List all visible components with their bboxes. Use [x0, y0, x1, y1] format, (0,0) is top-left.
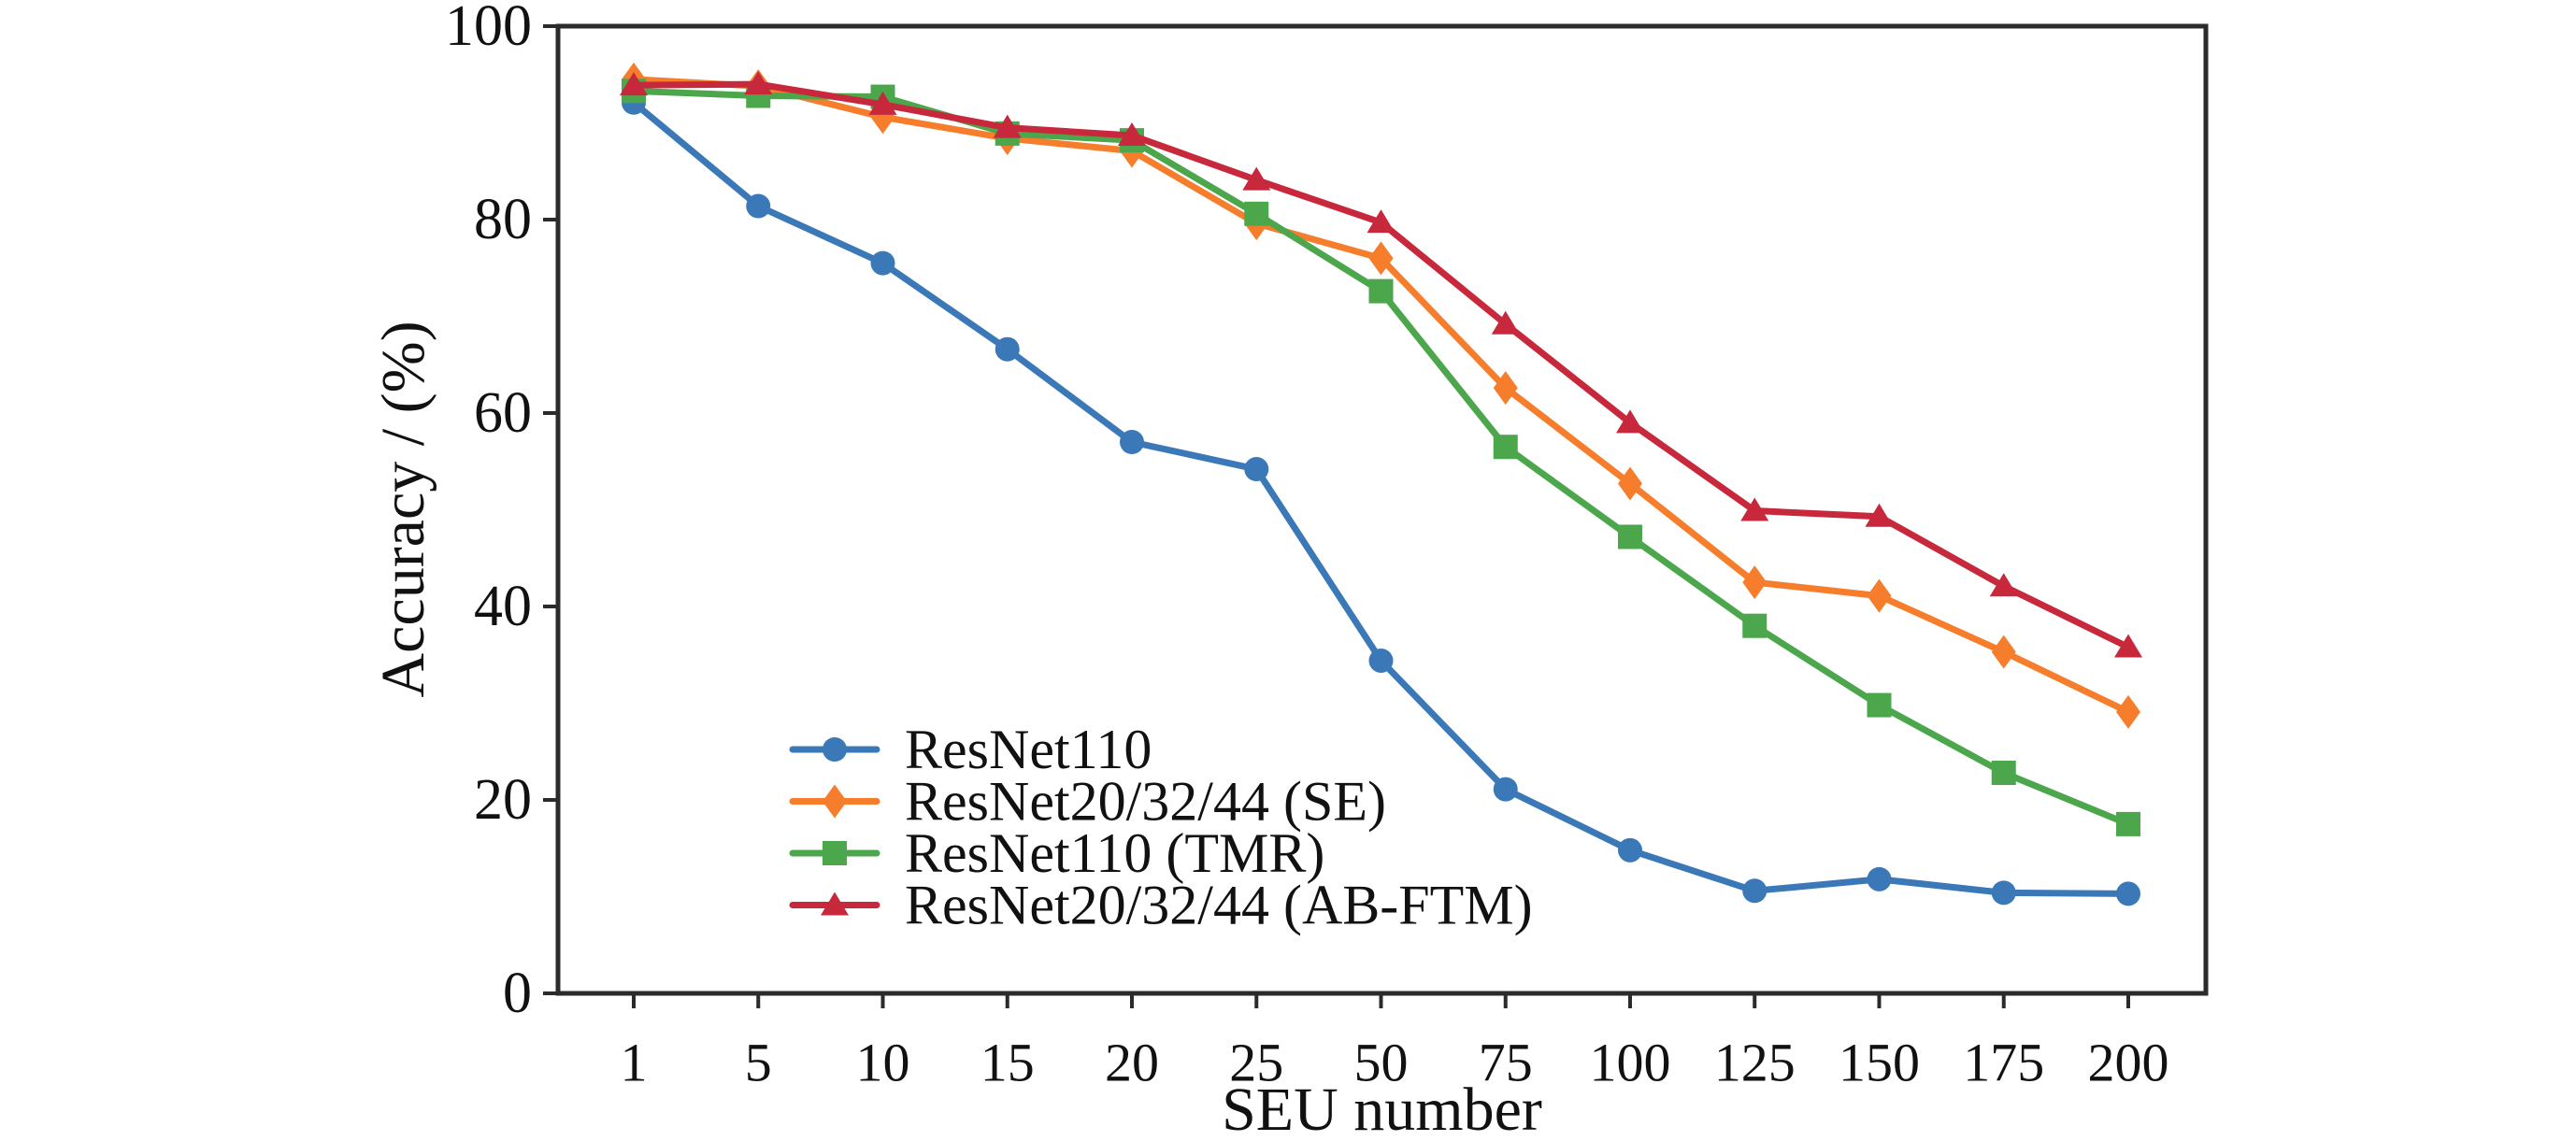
data-point-marker — [823, 841, 847, 865]
data-point-marker — [2116, 811, 2140, 836]
data-point-marker — [1368, 648, 1394, 673]
data-point-marker — [1244, 201, 1269, 226]
y-tick-label: 100 — [445, 0, 532, 58]
data-point-marker — [1867, 692, 1892, 718]
data-point-marker — [1867, 578, 1892, 613]
x-tick-label: 200 — [2088, 1033, 2169, 1093]
x-tick-label: 125 — [1714, 1033, 1796, 1093]
x-tick-label: 10 — [856, 1033, 910, 1093]
plot-frame — [555, 23, 2209, 996]
x-tick-label: 100 — [1590, 1033, 1671, 1093]
data-point-marker — [1989, 573, 2018, 597]
data-point-marker — [1244, 457, 1269, 482]
x-tick-label: 15 — [980, 1033, 1035, 1093]
x-axis: 1 5 10 15 20 25 50 75 100 125 150 175 200 — [621, 993, 2169, 1093]
series-resnet20-32-44-ab-ftm — [620, 71, 2142, 658]
data-point-marker — [1991, 761, 2016, 786]
data-point-marker — [1616, 409, 1644, 434]
data-point-marker — [2116, 694, 2140, 729]
series-resnet110 — [622, 90, 2140, 906]
x-tick-label: 5 — [745, 1033, 772, 1093]
x-tick-label: 175 — [1963, 1033, 2044, 1093]
legend-item-resnet110: ResNet110 — [789, 719, 1152, 780]
y-axis: 0 20 40 60 80 100 — [445, 0, 558, 1025]
y-tick-label: 0 — [503, 962, 532, 1025]
data-point-marker — [2114, 634, 2142, 658]
data-point-marker — [620, 72, 648, 96]
data-point-marker — [1118, 121, 1146, 146]
data-point-marker — [1867, 866, 1892, 891]
y-tick-label: 20 — [474, 768, 532, 832]
data-point-marker — [1493, 435, 1518, 460]
data-point-marker — [995, 336, 1020, 362]
data-point-marker — [1991, 635, 2016, 669]
data-point-marker — [1865, 503, 1894, 527]
data-point-marker — [1742, 613, 1767, 638]
data-point-marker — [1367, 209, 1395, 234]
y-tick-label: 80 — [474, 188, 532, 251]
data-point-marker — [1493, 371, 1518, 406]
legend-label: ResNet20/32/44 (AB-FTM) — [905, 875, 1533, 936]
data-point-marker — [1493, 777, 1518, 802]
legend-item-resnet110-tmr: ResNet110 (TMR) — [789, 822, 1324, 884]
series-line — [630, 87, 2132, 828]
legend-label: ResNet110 (TMR) — [905, 822, 1324, 884]
data-point-marker — [1991, 880, 2016, 906]
y-axis-title: Accuracy / (%) — [369, 321, 437, 698]
data-point-marker — [1491, 310, 1520, 335]
data-point-marker — [1742, 878, 1767, 904]
legend-label: ResNet20/32/44 (SE) — [905, 771, 1386, 833]
data-point-marker — [870, 250, 895, 276]
x-tick-label: 20 — [1105, 1033, 1159, 1093]
data-point-marker — [1242, 166, 1271, 191]
data-point-marker — [1120, 430, 1144, 455]
x-tick-label: 75 — [1479, 1033, 1533, 1093]
data-point-marker — [823, 737, 847, 762]
y-tick-label: 60 — [474, 381, 532, 445]
data-point-marker — [1740, 497, 1769, 521]
legend-label: ResNet110 — [905, 719, 1152, 780]
data-point-marker — [1618, 466, 1642, 501]
data-point-marker — [868, 91, 897, 115]
data-point-marker — [821, 891, 849, 916]
data-point-marker — [1368, 241, 1394, 276]
x-tick-label: 1 — [621, 1033, 648, 1093]
series-resnet20-32-44-se — [622, 62, 2140, 729]
data-point-marker — [746, 193, 771, 219]
x-tick-label: 50 — [1354, 1033, 1409, 1093]
legend-item-resnet20-32-44-se: ResNet20/32/44 (SE) — [789, 771, 1386, 833]
data-point-marker — [823, 784, 847, 819]
data-point-marker — [2116, 881, 2140, 906]
series-line — [630, 76, 2132, 716]
data-point-marker — [993, 114, 1022, 138]
x-axis-title: SEU number — [1222, 1076, 1542, 1141]
legend-item-resnet20-32-44-ab-ftm: ResNet20/32/44 (AB-FTM) — [789, 875, 1533, 936]
data-point-marker — [744, 71, 773, 95]
series-line — [630, 80, 2132, 650]
data-point-marker — [1618, 837, 1642, 863]
data-point-marker — [1742, 565, 1767, 600]
series-resnet110-tmr — [622, 78, 2140, 836]
x-tick-label: 150 — [1839, 1033, 1920, 1093]
x-tick-label: 25 — [1229, 1033, 1283, 1093]
data-point-marker — [1368, 278, 1394, 304]
data-point-marker — [1618, 524, 1642, 549]
y-tick-label: 40 — [474, 575, 532, 638]
